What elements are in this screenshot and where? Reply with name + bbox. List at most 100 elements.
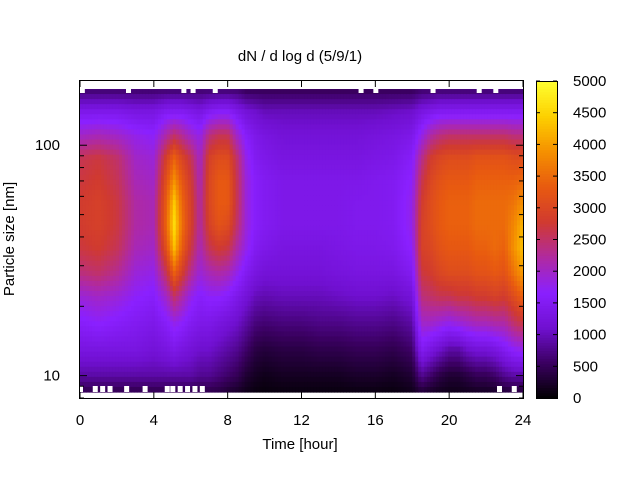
- heatmap-cell: [232, 346, 237, 353]
- heatmap-cell: [220, 280, 225, 287]
- heatmap-cell: [238, 94, 243, 100]
- heatmap-cell: [85, 200, 90, 206]
- heatmap-cell: [175, 291, 180, 297]
- heatmap-cell: [226, 361, 231, 368]
- heatmap-cell: [292, 225, 297, 231]
- heatmap-cell: [226, 89, 231, 95]
- heatmap-cell: [106, 179, 111, 186]
- heatmap-cell: [112, 104, 117, 110]
- heatmap-cell: [118, 361, 123, 368]
- heatmap-cell: [328, 139, 333, 146]
- heatmap-cell: [106, 250, 111, 257]
- heatmap-cell: [286, 376, 291, 383]
- heatmap-cell: [196, 119, 201, 125]
- heatmap-cell: [226, 351, 231, 358]
- heatmap-cell: [292, 341, 297, 348]
- heatmap-cell: [280, 301, 285, 307]
- heatmap-cell: [115, 341, 120, 348]
- heatmap-cell: [133, 225, 138, 231]
- heatmap-cell: [241, 179, 246, 186]
- heatmap-cell: [109, 376, 114, 383]
- heatmap-cell: [80, 376, 84, 383]
- heatmap-cell: [133, 99, 138, 105]
- heatmap-cell: [151, 255, 156, 262]
- heatmap-cell: [130, 109, 135, 115]
- heatmap-cell: [127, 104, 132, 110]
- heatmap-cell: [226, 280, 231, 287]
- heatmap-cell: [286, 174, 291, 181]
- heatmap-cell: [142, 159, 147, 166]
- heatmap-cell: [133, 381, 138, 388]
- heatmap-cell: [310, 250, 315, 257]
- heatmap-cell: [229, 89, 234, 95]
- heatmap-cell: [163, 195, 168, 201]
- heatmap-cell: [301, 346, 306, 353]
- heatmap-cell: [244, 265, 249, 272]
- heatmap-cell: [298, 255, 303, 262]
- heatmap-cell: [196, 366, 201, 373]
- heatmap-cell: [205, 215, 210, 221]
- heatmap-cell: [154, 291, 159, 297]
- heatmap-cell: [232, 159, 237, 166]
- heatmap-cell: [277, 164, 282, 171]
- heatmap-cell: [253, 129, 258, 136]
- heatmap-cell: [316, 336, 321, 343]
- heatmap-cell: [244, 215, 249, 221]
- heatmap-cell: [133, 321, 138, 327]
- heatmap-cell: [313, 356, 318, 363]
- heatmap-cell: [94, 134, 99, 141]
- heatmap-cell: [322, 280, 327, 287]
- heatmap-cell: [160, 366, 165, 373]
- heatmap-cell: [136, 275, 141, 282]
- heatmap-cell: [310, 301, 315, 307]
- heatmap-cell: [214, 220, 219, 226]
- heatmap-cell: [304, 134, 309, 141]
- heatmap-cell: [136, 94, 141, 100]
- heatmap-cell: [304, 255, 309, 262]
- heatmap-cell: [145, 316, 150, 322]
- heatmap-cell: [325, 94, 330, 100]
- heatmap-cell: [283, 174, 288, 181]
- heatmap-cell: [313, 366, 318, 373]
- heatmap-cell: [115, 134, 120, 141]
- heatmap-cell: [190, 94, 195, 100]
- heatmap-cell: [157, 200, 162, 206]
- heatmap-cell: [241, 250, 246, 257]
- heatmap-cell: [94, 144, 99, 151]
- heatmap-cell: [115, 311, 120, 317]
- heatmap-cell: [280, 205, 285, 211]
- heatmap-cell: [130, 119, 135, 125]
- heatmap-cell: [304, 311, 309, 317]
- heatmap-cell: [307, 99, 312, 105]
- heatmap-cell: [80, 174, 84, 181]
- heatmap-cell: [106, 195, 111, 201]
- heatmap-cell: [205, 154, 210, 161]
- heatmap-cell: [223, 220, 228, 226]
- heatmap-cell: [292, 250, 297, 257]
- heatmap-cell: [133, 240, 138, 247]
- heatmap-cell: [247, 179, 252, 186]
- heatmap-cell: [115, 245, 120, 252]
- heatmap-cell: [301, 164, 306, 171]
- heatmap-cell: [289, 210, 294, 216]
- heatmap-cell: [289, 386, 294, 393]
- heatmap-cell: [256, 230, 261, 237]
- heatmap-cell: [154, 89, 159, 95]
- heatmap-cell: [133, 301, 138, 307]
- heatmap-cell: [223, 174, 228, 181]
- heatmap-cell: [205, 351, 210, 358]
- heatmap-cell: [160, 275, 165, 282]
- heatmap-cell: [85, 321, 90, 327]
- heatmap-cell: [130, 311, 135, 317]
- heatmap-cell: [280, 326, 285, 332]
- heatmap-cell: [100, 381, 105, 388]
- heatmap-cell: [94, 230, 99, 237]
- heatmap-cell: [280, 129, 285, 136]
- heatmap-cell: [169, 139, 174, 146]
- heatmap-cell: [157, 306, 162, 312]
- heatmap-cell: [226, 245, 231, 252]
- heatmap-cell: [97, 371, 102, 378]
- heatmap-cell: [319, 250, 324, 257]
- heatmap-cell: [262, 285, 267, 292]
- heatmap-cell: [91, 235, 96, 242]
